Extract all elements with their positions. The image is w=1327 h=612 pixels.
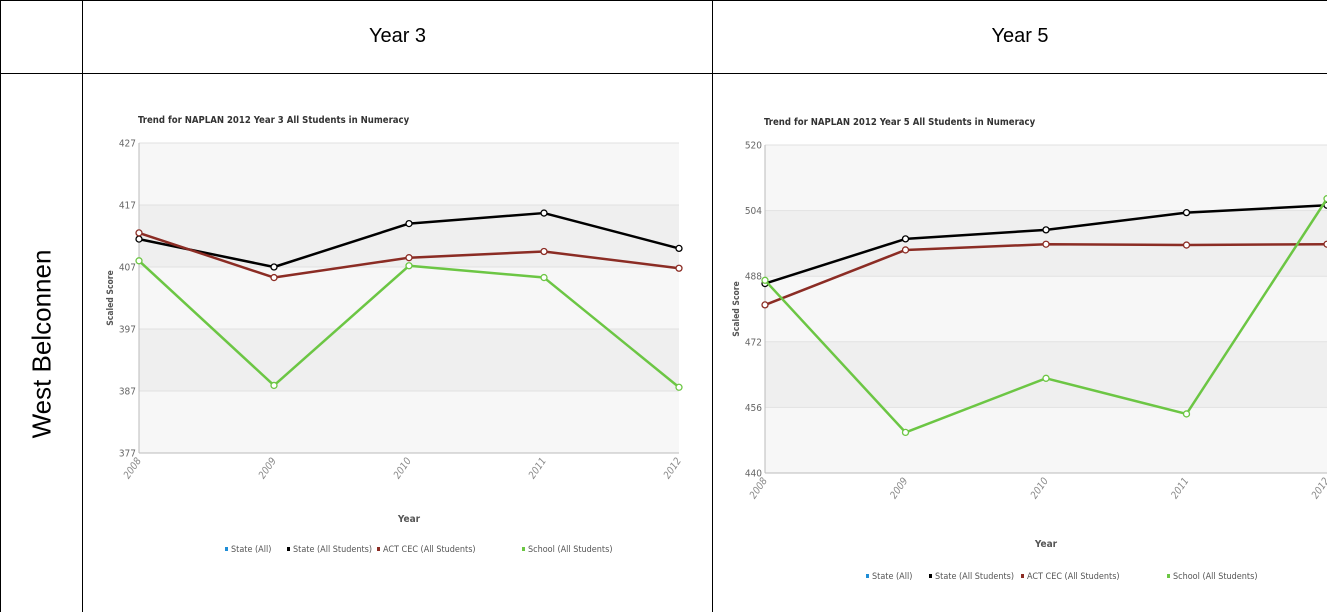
data-point xyxy=(135,229,143,237)
data-point xyxy=(405,262,413,270)
x-tick-label: 2011 xyxy=(527,456,549,481)
data-point xyxy=(901,428,910,437)
legend-swatch xyxy=(929,574,932,578)
plot-band xyxy=(765,407,1327,473)
y-tick-label: 377 xyxy=(119,449,136,460)
table-border-header xyxy=(0,73,1327,74)
data-point xyxy=(540,273,548,282)
y-tick-label: 472 xyxy=(745,337,762,348)
row-label: West Belconnen xyxy=(26,249,56,438)
y-tick-label: 520 xyxy=(745,141,762,152)
legend-swatch xyxy=(1167,574,1170,578)
x-tick-label: 2010 xyxy=(1029,476,1051,501)
legend-label: ACT CEC (All Students) xyxy=(1027,572,1120,582)
legend-label: State (All Students) xyxy=(935,572,1014,582)
legend-label: State (All Students) xyxy=(293,545,372,555)
legend-swatch xyxy=(287,547,290,551)
data-point xyxy=(405,254,413,262)
chart-title: Trend for NAPLAN 2012 Year 5 All Student… xyxy=(764,117,1036,128)
header-year-5: Year 5 xyxy=(991,25,1049,47)
legend-swatch xyxy=(522,547,525,551)
data-point xyxy=(135,257,143,265)
y-tick-label: 417 xyxy=(119,201,136,212)
x-axis-title: Year xyxy=(397,514,421,525)
y-tick-label: 407 xyxy=(119,263,136,274)
table-border-col2 xyxy=(712,0,713,612)
y-tick-label: 456 xyxy=(745,403,762,414)
y-axis-title: Scaled Score xyxy=(732,281,742,336)
x-tick-label: 2010 xyxy=(392,456,414,481)
table-border-top xyxy=(0,0,1327,1)
data-point xyxy=(675,244,683,253)
data-point xyxy=(1182,241,1191,249)
x-tick-label: 2012 xyxy=(662,456,684,481)
data-point xyxy=(540,247,548,256)
legend-swatch xyxy=(1021,574,1024,578)
data-point xyxy=(405,219,413,228)
plot-band xyxy=(765,341,1327,408)
plot-band xyxy=(139,267,679,329)
x-tick-label: 2012 xyxy=(1310,476,1327,501)
data-point xyxy=(1182,410,1191,418)
plot-band xyxy=(139,143,679,205)
data-point xyxy=(540,209,548,217)
x-tick-label: 2008 xyxy=(122,456,144,481)
header-year-3: Year 3 xyxy=(368,25,427,47)
data-point xyxy=(270,273,278,282)
plot-band xyxy=(765,145,1327,211)
chart-year-5: Trend for NAPLAN 2012 Year 5 All Student… xyxy=(732,117,1327,582)
data-point xyxy=(761,276,769,284)
legend-swatch xyxy=(225,547,228,551)
legend-swatch xyxy=(866,574,869,578)
x-tick-label: 2008 xyxy=(748,476,770,501)
data-point xyxy=(1042,374,1050,382)
data-point xyxy=(901,235,910,243)
data-point xyxy=(675,264,683,272)
legend-label: School (All Students) xyxy=(528,545,612,555)
y-tick-label: 397 xyxy=(119,325,136,336)
data-point xyxy=(270,263,278,271)
data-point xyxy=(761,301,769,309)
data-point xyxy=(1182,208,1191,217)
data-point xyxy=(135,235,143,243)
data-point xyxy=(1042,226,1050,234)
y-tick-label: 440 xyxy=(745,469,762,480)
x-tick-label: 2009 xyxy=(257,456,279,481)
data-point xyxy=(675,383,683,391)
y-tick-label: 488 xyxy=(745,272,762,283)
legend-label: State (All) xyxy=(231,545,271,555)
legend-label: ACT CEC (All Students) xyxy=(383,545,476,555)
y-tick-label: 427 xyxy=(119,139,136,150)
legend-label: State (All) xyxy=(872,572,912,582)
y-tick-label: 504 xyxy=(745,206,762,217)
legend-label: School (All Students) xyxy=(1173,572,1257,582)
chart-title: Trend for NAPLAN 2012 Year 3 All Student… xyxy=(138,115,410,126)
data-point xyxy=(270,381,278,390)
x-tick-label: 2011 xyxy=(1169,476,1191,501)
x-axis-title: Year xyxy=(1034,539,1058,550)
y-axis-title: Scaled Score xyxy=(106,270,116,325)
data-point xyxy=(1042,240,1050,248)
x-tick-label: 2009 xyxy=(888,476,910,501)
data-point xyxy=(1323,195,1327,203)
plot-band xyxy=(765,276,1327,342)
chart-year-3: Trend for NAPLAN 2012 Year 3 All Student… xyxy=(106,115,684,555)
y-tick-label: 387 xyxy=(119,387,136,398)
table-border-left xyxy=(0,0,1,612)
table-border-col1 xyxy=(82,0,83,612)
legend-swatch xyxy=(377,547,380,551)
row-label-cell: West Belconnen xyxy=(0,75,83,612)
data-point xyxy=(1323,240,1327,248)
plot-band xyxy=(139,391,679,453)
data-point xyxy=(901,246,910,254)
plot-band xyxy=(139,329,679,391)
